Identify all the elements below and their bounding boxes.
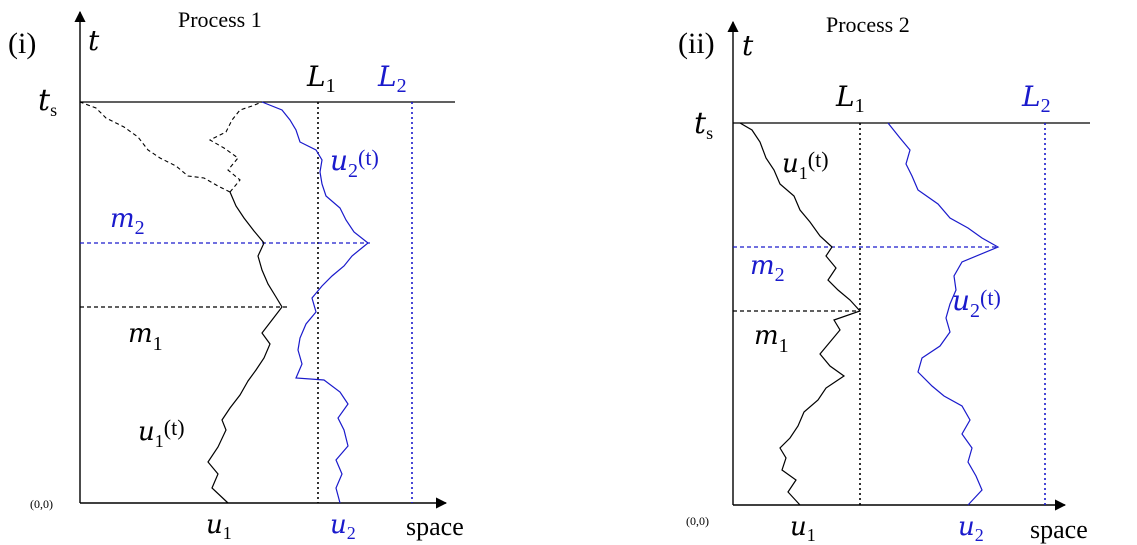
barrier-L2-label: L2 <box>377 60 407 97</box>
space-axis-label: space <box>1030 515 1088 544</box>
u2-path <box>887 122 1000 506</box>
u2-start-label: u2 <box>958 512 984 545</box>
space-axis-label: space <box>406 512 464 541</box>
panel-process-1: (i) Process 1 t space (0,0) ts L1 L2 m2 … <box>8 7 464 543</box>
barrier-L1-label: L1 <box>306 60 336 97</box>
barrier-L2-label: L2 <box>1021 80 1051 117</box>
origin-label: (0,0) <box>686 514 709 528</box>
panel-label: (i) <box>8 27 36 60</box>
panel-title: Process 1 <box>178 7 262 32</box>
max-m1-label: m1 <box>754 321 789 357</box>
time-axis-label: t <box>88 24 100 57</box>
u1-path-label: u1(t) <box>138 415 185 451</box>
panel-title: Process 2 <box>826 12 910 37</box>
max-m1-label: m1 <box>128 319 163 355</box>
max-m2-label: m2 <box>110 204 145 239</box>
origin-label: (0,0) <box>30 497 53 511</box>
stopping-time-label: ts <box>694 106 713 143</box>
panel-label: (ii) <box>678 27 715 60</box>
u1-discarded-branch <box>208 101 263 193</box>
u2-path-label: u2(t) <box>330 144 379 182</box>
u1-start-label: u1 <box>790 512 816 545</box>
u1-path-label: u1(t) <box>782 147 829 183</box>
u2-path-label: u2(t) <box>952 284 1001 322</box>
u2-path <box>261 101 369 504</box>
stopping-time-label: ts <box>38 83 57 120</box>
u1-path <box>739 122 862 506</box>
max-m2-label: m2 <box>750 251 785 286</box>
time-axis-label: t <box>742 29 754 62</box>
barrier-L1-label: L1 <box>835 80 865 117</box>
u1-path <box>207 191 283 504</box>
u2-start-label: u2 <box>330 510 356 543</box>
panel-process-2: (ii) Process 2 t space (0,0) ts L1 L2 m2… <box>678 12 1090 545</box>
u1-discarded-path <box>79 101 231 193</box>
u1-start-label: u1 <box>206 510 232 543</box>
